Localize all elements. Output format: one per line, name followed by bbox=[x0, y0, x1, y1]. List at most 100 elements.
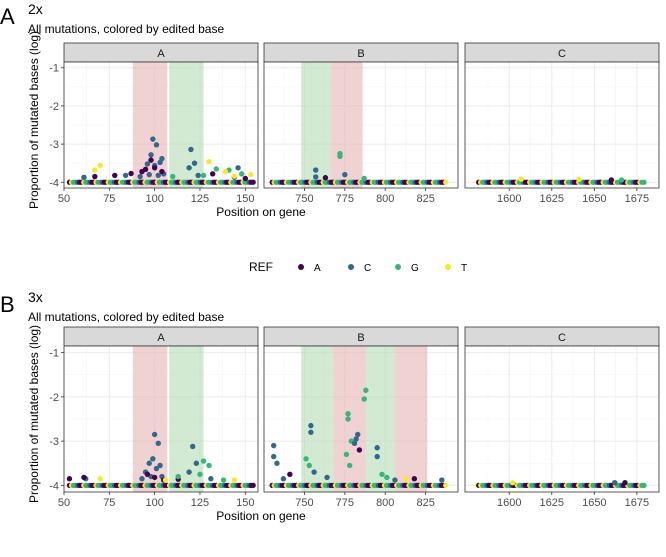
data-point bbox=[618, 177, 625, 183]
shaded-region-red bbox=[132, 346, 168, 492]
x-tick-label: 775 bbox=[336, 497, 354, 509]
legend-label-A: A bbox=[314, 263, 321, 274]
data-point bbox=[271, 442, 277, 449]
data-point bbox=[306, 462, 312, 469]
data-point bbox=[612, 480, 618, 486]
data-point bbox=[146, 171, 152, 178]
shaded-region-green bbox=[301, 346, 334, 492]
data-point bbox=[238, 171, 245, 177]
y-tick-label: -2 bbox=[49, 392, 59, 404]
legend-key-G bbox=[395, 264, 401, 270]
legend-label-G: G bbox=[411, 263, 419, 274]
data-point bbox=[411, 476, 418, 482]
facet-B: B 750 775 800 825 bbox=[263, 42, 459, 205]
x-tick-label: 125 bbox=[191, 497, 209, 509]
data-point bbox=[355, 431, 361, 438]
data-point bbox=[351, 440, 358, 447]
legend-label-T: T bbox=[461, 263, 467, 274]
data-point bbox=[144, 471, 151, 478]
data-point bbox=[345, 410, 351, 417]
data-point bbox=[231, 477, 238, 483]
facet-strip-label: C bbox=[558, 48, 566, 60]
x-tick-label: 100 bbox=[145, 193, 163, 205]
legend: REF A C G T bbox=[249, 260, 467, 274]
data-point bbox=[148, 152, 154, 158]
chart-panel-A: A 2x All mutations, colored by edited base… bbox=[0, 1, 660, 274]
data-point bbox=[379, 471, 385, 478]
x-axis-label: Position on gene bbox=[216, 205, 306, 219]
data-point bbox=[175, 473, 181, 480]
data-point bbox=[139, 476, 145, 482]
data-point bbox=[151, 431, 158, 438]
data-point bbox=[200, 458, 207, 464]
x-tick-label: 125 bbox=[191, 193, 209, 205]
x-tick-label: 1625 bbox=[540, 497, 564, 509]
facet-A: A 50 75 100 125 150 -1 -2 -3 -4 bbox=[49, 326, 259, 509]
data-point bbox=[186, 469, 192, 475]
data-point bbox=[186, 165, 192, 171]
data-point bbox=[206, 462, 212, 469]
data-point bbox=[345, 416, 351, 422]
x-tick-label: 150 bbox=[236, 193, 254, 205]
data-point bbox=[150, 456, 156, 462]
panel-border bbox=[464, 61, 660, 189]
data-point bbox=[146, 460, 152, 466]
data-point-baseline bbox=[250, 179, 256, 185]
data-point bbox=[148, 157, 154, 163]
data-point bbox=[157, 462, 163, 469]
shaded-region-green bbox=[301, 62, 331, 188]
data-point bbox=[343, 451, 350, 458]
shaded-region-red bbox=[132, 62, 168, 188]
data-point bbox=[322, 174, 329, 181]
shaded-region-red bbox=[330, 62, 363, 188]
data-point-baseline bbox=[641, 179, 647, 185]
data-point bbox=[139, 168, 145, 175]
data-point bbox=[353, 436, 359, 442]
data-point-baseline bbox=[443, 179, 449, 185]
data-point bbox=[151, 165, 158, 171]
x-tick-label: 825 bbox=[416, 497, 434, 509]
data-point bbox=[81, 174, 87, 181]
shaded-region-green bbox=[365, 346, 395, 492]
data-point bbox=[200, 172, 207, 179]
data-point bbox=[209, 171, 216, 177]
data-point bbox=[208, 476, 214, 482]
data-point bbox=[155, 440, 161, 447]
y-tick-label: -1 bbox=[49, 63, 59, 75]
data-point bbox=[155, 172, 161, 179]
x-tick-label: 100 bbox=[145, 497, 163, 509]
chart-subtitle: All mutations, colored by edited base bbox=[28, 310, 224, 324]
data-point bbox=[153, 142, 160, 148]
y-tick-label: -4 bbox=[49, 480, 59, 492]
data-point bbox=[303, 456, 309, 462]
panel-border bbox=[63, 345, 259, 493]
data-point bbox=[206, 158, 212, 165]
panel-border bbox=[263, 345, 459, 493]
data-point bbox=[576, 176, 582, 182]
data-point bbox=[81, 474, 87, 481]
x-tick-label: 1650 bbox=[582, 193, 606, 205]
y-tick-label: -2 bbox=[49, 101, 59, 113]
data-point bbox=[392, 477, 398, 483]
chart-panel-B: B 3x All mutations, colored by edited base… bbox=[0, 289, 660, 523]
data-point-baseline bbox=[250, 482, 256, 488]
panel-letter: B bbox=[0, 292, 15, 317]
data-point bbox=[195, 172, 201, 179]
x-tick-label: 75 bbox=[103, 497, 115, 509]
x-tick-label: 50 bbox=[58, 497, 70, 509]
data-point bbox=[311, 469, 317, 475]
data-point bbox=[128, 170, 134, 177]
data-point bbox=[361, 396, 367, 402]
shaded-region-green bbox=[169, 62, 204, 188]
chart-title: 3x bbox=[28, 289, 43, 305]
x-tick-label: 75 bbox=[103, 193, 115, 205]
chart-subtitle: All mutations, colored by edited base bbox=[28, 22, 224, 36]
data-point bbox=[235, 165, 241, 171]
data-point bbox=[509, 480, 516, 486]
data-point bbox=[153, 465, 160, 472]
legend-key-T bbox=[445, 264, 451, 270]
facet-strip-label: A bbox=[157, 332, 165, 344]
panel-border bbox=[464, 345, 660, 493]
data-point bbox=[374, 453, 380, 460]
